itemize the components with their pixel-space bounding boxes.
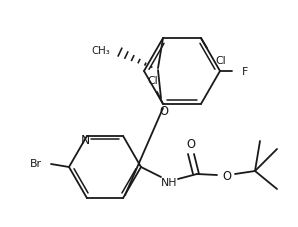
Text: F: F — [242, 67, 248, 77]
Text: NH: NH — [161, 177, 177, 187]
Text: Br: Br — [30, 158, 42, 168]
Text: Cl: Cl — [148, 76, 158, 86]
Text: N: N — [80, 134, 90, 147]
Text: Cl: Cl — [215, 56, 226, 66]
Text: O: O — [223, 170, 232, 183]
Text: CH₃: CH₃ — [91, 46, 110, 56]
Text: O: O — [159, 104, 168, 117]
Text: O: O — [187, 138, 195, 151]
